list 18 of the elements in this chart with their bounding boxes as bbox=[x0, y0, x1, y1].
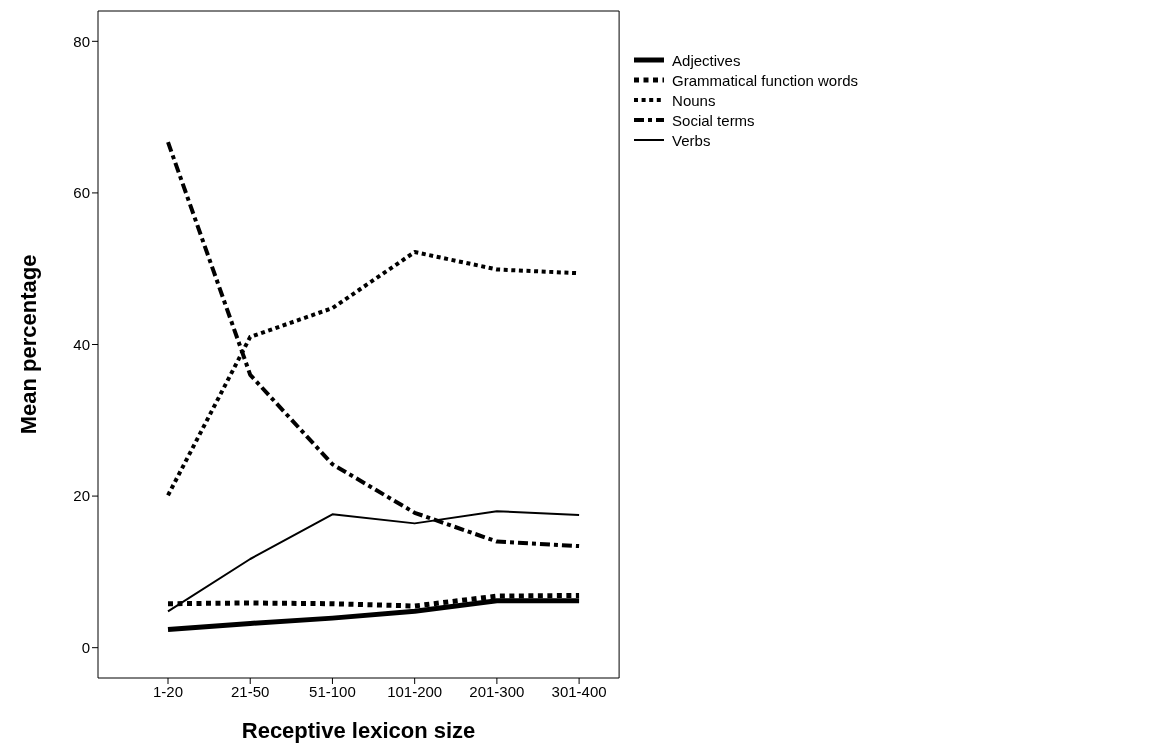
x-tick-label: 301-400 bbox=[551, 682, 607, 700]
legend-label: Verbs bbox=[672, 131, 711, 149]
x-tick-label: 21-50 bbox=[231, 682, 270, 700]
x-tick-label: 101-200 bbox=[387, 682, 443, 700]
x-tick-label: 201-300 bbox=[469, 682, 525, 700]
y-tick-label: 0 bbox=[81, 639, 90, 657]
y-tick-label: 40 bbox=[73, 335, 90, 353]
legend-label: Social terms bbox=[672, 111, 755, 129]
x-tick-label: 51-100 bbox=[309, 682, 356, 700]
x-axis-title: Receptive lexicon size bbox=[241, 718, 476, 743]
legend-label: Adjectives bbox=[672, 51, 741, 69]
legend-label: Grammatical function words bbox=[672, 71, 858, 89]
legend-label: Nouns bbox=[672, 91, 716, 109]
y-axis-title: Mean percentage bbox=[15, 254, 41, 435]
y-tick-label: 60 bbox=[73, 184, 90, 202]
x-tick-label: 1-20 bbox=[152, 682, 184, 700]
y-tick-label: 20 bbox=[73, 487, 90, 505]
y-tick-label: 80 bbox=[73, 32, 90, 50]
